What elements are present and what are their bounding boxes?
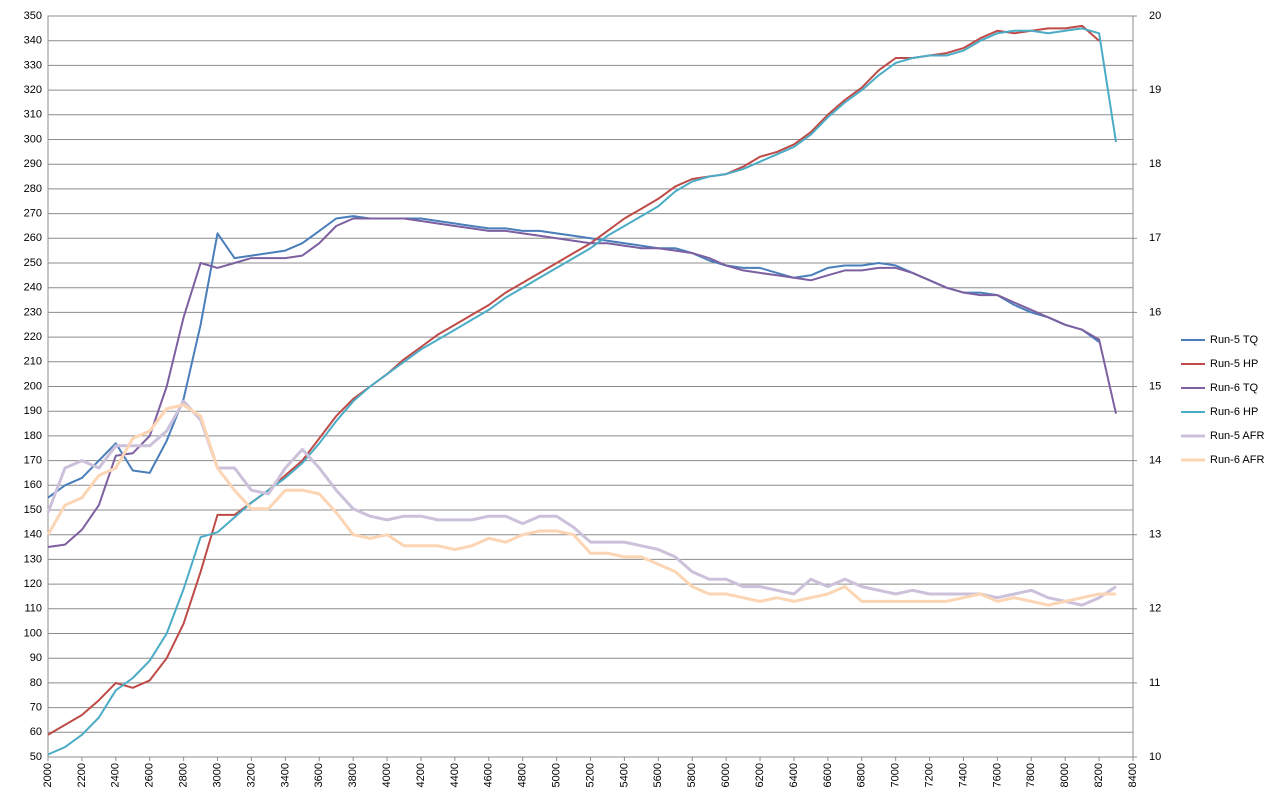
y-tick-label: 200 [24, 380, 42, 392]
series-line [46, 403, 1116, 607]
x-tick-label: 5400 [618, 763, 630, 787]
y2-tick-label: 13 [1149, 529, 1161, 541]
legend-label: Run-6 AFR [1210, 454, 1264, 466]
y2-tick-label: 18 [1149, 158, 1161, 170]
legend-label: Run-6 HP [1210, 406, 1258, 418]
x-tick-label: 7200 [923, 763, 935, 787]
y2-tick-label: 11 [1149, 677, 1160, 689]
y-tick-label: 180 [24, 430, 42, 442]
x-tick-label: 7800 [1025, 763, 1037, 787]
x-tick-label: 8000 [1059, 763, 1071, 787]
y2-tick-label: 17 [1149, 232, 1161, 244]
y-tick-label: 100 [24, 627, 42, 639]
y-tick-label: 310 [24, 109, 42, 121]
x-tick-label: 2200 [76, 763, 88, 787]
y-tick-label: 50 [30, 751, 42, 763]
y-tick-label: 150 [24, 504, 42, 516]
x-tick-label: 3400 [279, 763, 291, 787]
x-tick-label: 2000 [42, 763, 54, 787]
series-line [47, 217, 1117, 548]
y-tick-label: 190 [24, 405, 42, 417]
x-tick-label: 2400 [110, 763, 122, 787]
x-tick-label: 7400 [957, 763, 969, 787]
x-tick-label: 7600 [991, 763, 1003, 787]
x-tick-label: 4400 [449, 763, 461, 787]
x-tick-label: 6600 [822, 763, 834, 787]
series-line [46, 399, 1117, 607]
y-tick-label: 260 [24, 232, 42, 244]
x-tick-label: 7000 [890, 763, 902, 787]
x-tick-label: 8200 [1093, 763, 1105, 787]
y-tick-label: 140 [24, 529, 42, 541]
x-tick-label: 6200 [754, 763, 766, 787]
x-tick-label: 5000 [551, 763, 563, 787]
y-tick-label: 60 [30, 726, 42, 738]
y2-tick-label: 15 [1149, 380, 1161, 392]
x-tick-label: 5600 [652, 763, 664, 787]
y2-tick-label: 14 [1149, 455, 1161, 467]
x-tick-label: 2800 [178, 763, 190, 787]
y-tick-label: 270 [24, 208, 42, 220]
y2-tick-label: 16 [1149, 306, 1161, 318]
legend-label: Run-5 AFR [1210, 430, 1264, 442]
y-tick-label: 230 [24, 306, 42, 318]
y-tick-label: 320 [24, 84, 42, 96]
y-tick-label: 300 [24, 133, 42, 145]
series-line [47, 27, 1117, 756]
legend-label: Run-6 TQ [1210, 382, 1259, 394]
legend-label: Run-5 HP [1210, 358, 1258, 370]
y-tick-label: 170 [24, 455, 42, 467]
y-tick-label: 80 [30, 677, 42, 689]
x-tick-label: 6400 [788, 763, 800, 787]
x-tick-label: 4800 [517, 763, 529, 787]
y2-tick-label: 19 [1149, 84, 1161, 96]
y-tick-label: 220 [24, 331, 42, 343]
y-tick-label: 110 [24, 603, 42, 615]
x-tick-label: 4000 [381, 763, 393, 787]
x-tick-label: 6800 [856, 763, 868, 787]
x-tick-label: 5800 [686, 763, 698, 787]
y-tick-label: 130 [24, 553, 42, 565]
y-tick-label: 350 [24, 10, 42, 22]
x-tick-label: 4200 [415, 763, 427, 787]
x-tick-label: 4600 [483, 763, 495, 787]
y2-tick-label: 20 [1149, 10, 1161, 22]
x-tick-label: 3000 [211, 763, 223, 787]
x-tick-label: 3800 [347, 763, 359, 787]
legend-label: Run-5 TQ [1210, 334, 1259, 346]
y2-tick-label: 12 [1149, 603, 1161, 615]
y-tick-label: 340 [24, 35, 42, 47]
x-tick-label: 5200 [584, 763, 596, 787]
y-tick-label: 330 [24, 59, 42, 71]
y-tick-label: 90 [30, 652, 42, 664]
y-tick-label: 280 [24, 183, 42, 195]
x-tick-label: 2600 [144, 763, 156, 787]
y-tick-label: 70 [30, 702, 42, 714]
x-tick-label: 6000 [720, 763, 732, 787]
y-tick-label: 240 [24, 282, 42, 294]
y-tick-label: 210 [24, 356, 42, 368]
y-tick-label: 290 [24, 158, 42, 170]
y2-tick-label: 10 [1149, 751, 1161, 763]
x-tick-label: 8400 [1127, 763, 1139, 787]
x-tick-label: 3600 [313, 763, 325, 787]
y-tick-label: 120 [24, 578, 42, 590]
y-tick-label: 160 [24, 479, 42, 491]
plot-border [47, 15, 1134, 758]
y-tick-label: 250 [24, 257, 42, 269]
x-tick-label: 3200 [245, 763, 257, 787]
